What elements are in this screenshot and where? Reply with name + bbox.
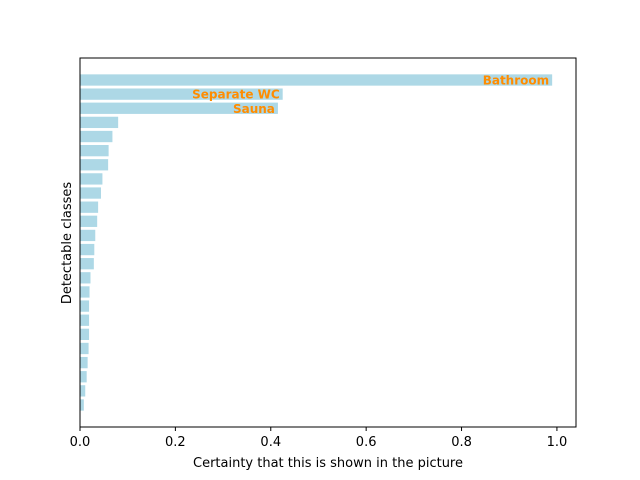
bar-1	[80, 88, 283, 100]
bar-20	[80, 356, 88, 369]
bar-2	[80, 102, 278, 114]
bar-10	[80, 215, 98, 227]
bar-7	[80, 173, 103, 185]
x-tick-label-2: 0.4	[260, 435, 281, 450]
bars-group	[80, 74, 553, 411]
x-tick-label-5: 1.0	[547, 435, 568, 450]
x-tick-label-3: 0.6	[356, 435, 377, 450]
x-tick-label-1: 0.2	[165, 435, 186, 450]
bar-15	[80, 286, 90, 298]
bar-19	[80, 342, 89, 355]
x-tick-label-4: 0.8	[451, 435, 472, 450]
bar-6	[80, 159, 109, 171]
y-axis-label: Detectable classes	[60, 182, 75, 305]
x-axis-label: Certainty that this is shown in the pict…	[193, 456, 463, 471]
bar-label-2: Sauna	[233, 102, 275, 116]
bar-5	[80, 145, 109, 157]
bar-11	[80, 229, 96, 242]
bar-12	[80, 243, 95, 256]
bar-0	[80, 74, 553, 86]
bar-22	[80, 385, 86, 397]
bar-4	[80, 130, 113, 143]
x-axis-ticks: 0.0 0.2 0.4 0.6 0.8 1.0	[70, 427, 568, 450]
bar-label-0: Bathroom	[483, 74, 549, 88]
bar-18	[80, 328, 90, 340]
x-tick-label-0: 0.0	[70, 435, 91, 450]
bar-label-1: Separate WC	[192, 88, 280, 102]
bar-13	[80, 258, 94, 270]
bar-23	[80, 399, 84, 411]
bar-16	[80, 300, 90, 312]
bar-3	[80, 116, 119, 129]
plot-frame	[79, 57, 577, 428]
bar-9	[80, 201, 99, 213]
bar-8	[80, 187, 101, 199]
bar-21	[80, 371, 87, 383]
bar-17	[80, 314, 90, 326]
bar-14	[80, 272, 91, 284]
